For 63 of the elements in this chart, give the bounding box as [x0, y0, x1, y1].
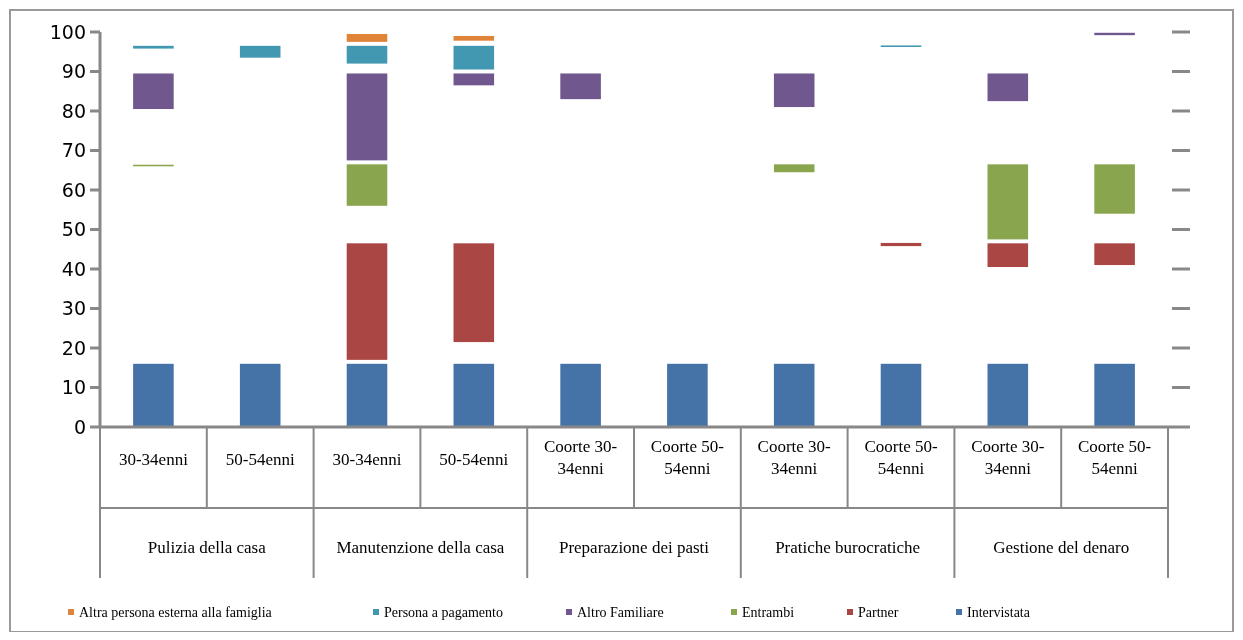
bar [239, 45, 281, 58]
y-tick-label: 70 [61, 139, 86, 162]
x-tick-label: Coorte 30-34enni [757, 437, 832, 478]
y-tick-label: 60 [61, 178, 86, 201]
x-tick-label: Coorte 50-54enni [864, 437, 938, 478]
bar [453, 45, 495, 70]
bar [346, 33, 388, 42]
legend-label: Persona a pagamento [384, 604, 503, 620]
bar [987, 243, 1029, 268]
bar [453, 73, 495, 86]
bar [453, 363, 495, 427]
x-tick-label: Coorte 30-34enni [544, 437, 618, 478]
bar [773, 73, 815, 108]
bar [667, 363, 708, 427]
y-tick-label: 40 [61, 257, 86, 280]
bar [346, 363, 388, 427]
x-tick-label: Coorte 50-54enni [650, 437, 725, 478]
legend-label: Altro Familiare [577, 604, 664, 620]
text: Preparazione dei pasti [558, 538, 710, 557]
x-tick-label: 30-34enni [332, 450, 402, 469]
y-tick-label: 80 [61, 99, 86, 122]
text: Gestione del denaro [993, 538, 1130, 557]
bar [987, 73, 1029, 102]
bar [987, 363, 1029, 427]
y-tick-label: 20 [61, 336, 86, 359]
bar [560, 73, 601, 100]
bar [453, 35, 495, 41]
bar [1094, 164, 1135, 214]
bar [987, 164, 1029, 240]
bar [346, 73, 388, 161]
y-tick-label: 90 [61, 60, 86, 83]
x-tick-label: 50-54enni [439, 450, 509, 469]
bar [133, 73, 174, 110]
legend-label: Intervistata [967, 604, 1031, 620]
legend-label: Entrambi [742, 604, 795, 620]
bar [773, 363, 815, 427]
x-tick-label: 50-54enni [225, 450, 295, 469]
bar [880, 242, 922, 247]
legend-label: Altra persona esterna alla famiglia [79, 604, 273, 620]
legend-label: Partner [858, 604, 899, 620]
bar [239, 363, 281, 427]
text: Pratiche burocratiche [775, 538, 921, 557]
y-tick-label: 0 [73, 415, 86, 438]
y-tick-label: 50 [61, 218, 86, 241]
bar [880, 363, 922, 427]
bar [773, 164, 815, 173]
bar [560, 363, 601, 427]
x-tick-label: Coorte 30-34enni [971, 437, 1045, 478]
text: Manutenzione della casa [336, 538, 505, 557]
bar [346, 243, 388, 360]
bar [346, 164, 388, 206]
bar [133, 45, 174, 49]
bar [1094, 363, 1135, 427]
bar [453, 243, 495, 343]
x-tick-label: 30-34enni [118, 450, 189, 469]
bar [346, 45, 388, 64]
bar [1094, 243, 1135, 266]
y-tick-label: 30 [61, 297, 86, 320]
bar [133, 363, 174, 427]
x-tick-label: Coorte 50-54enni [1078, 437, 1152, 478]
text: Pulizia della casa [147, 538, 267, 557]
y-tick-label: 100 [49, 20, 86, 43]
y-tick-label: 10 [61, 376, 86, 399]
